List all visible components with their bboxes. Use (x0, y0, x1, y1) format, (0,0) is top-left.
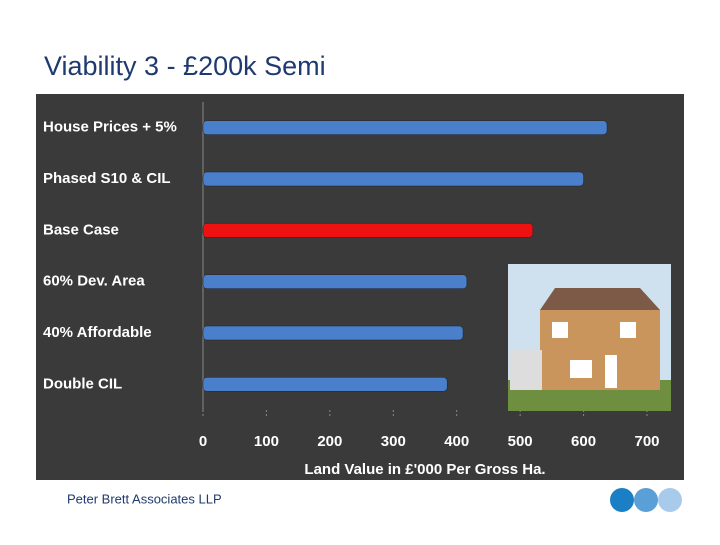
y-tick-label: Double CIL (43, 375, 122, 392)
bar (202, 223, 534, 238)
y-tick-label: 60% Dev. Area (43, 273, 145, 290)
bar (202, 120, 608, 135)
footer: Peter Brett Associates LLP (67, 491, 222, 506)
logo-dot (610, 488, 634, 512)
y-tick-label: Phased S10 & CIL (43, 170, 171, 187)
bar (202, 377, 448, 392)
logo-dot (634, 488, 658, 512)
x-tick-label: 700 (634, 433, 659, 450)
x-tick-label: 100 (254, 433, 279, 450)
logo-dot (658, 488, 682, 512)
x-tick-label: 600 (571, 433, 596, 450)
bar (202, 274, 468, 289)
x-tick-label: 500 (508, 433, 533, 450)
slide-title: Viability 3 - £200k Semi (44, 51, 326, 81)
x-tick-label: 400 (444, 433, 469, 450)
y-tick-label: 40% Affordable (43, 324, 152, 341)
bar (202, 171, 584, 187)
y-tick-label: House Prices + 5% (43, 119, 177, 136)
x-tick-label: 300 (381, 433, 406, 450)
house-photo (508, 264, 671, 411)
y-tick-label: Base Case (43, 221, 119, 238)
x-tick-label: 200 (317, 433, 342, 450)
x-tick-label: 0 (199, 433, 207, 450)
x-axis-label: Land Value in £'000 Per Gross Ha. (304, 461, 545, 478)
bar (202, 325, 464, 341)
